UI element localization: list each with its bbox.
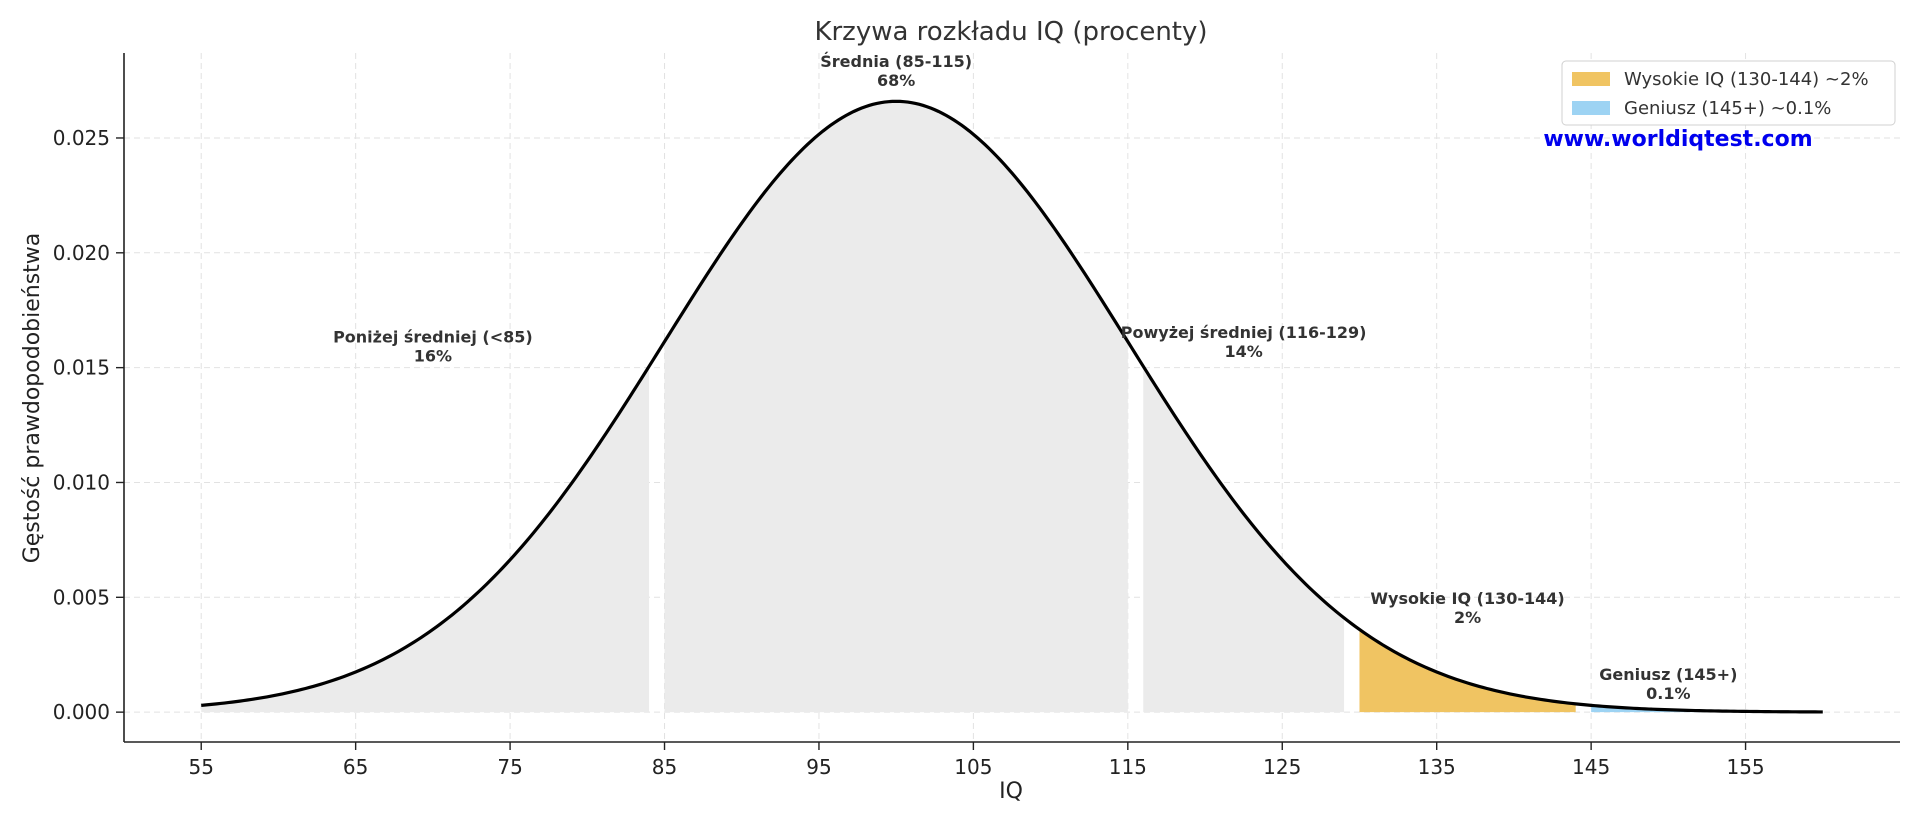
region-label-3: Wysokie IQ (130-144) — [1370, 589, 1564, 608]
legend-label-high-iq: Wysokie IQ (130-144) ~2% — [1624, 69, 1869, 90]
x-tick-label-55: 55 — [188, 755, 213, 779]
region-2 — [1143, 366, 1345, 713]
chart-title: Krzywa rozkładu IQ (procenty) — [814, 17, 1207, 47]
region-label-1: Średnia (85-115) — [820, 52, 972, 71]
x-axis-label: IQ — [999, 779, 1023, 804]
y-tick-label-1: 0.005 — [53, 585, 110, 609]
density-curve — [201, 99, 1823, 714]
x-tick-label-125: 125 — [1263, 755, 1301, 779]
legend-frame — [1561, 60, 1896, 126]
legend: Wysokie IQ (130-144) ~2% Geniusz (145+) … — [1561, 60, 1896, 126]
region-0 — [201, 366, 650, 713]
region-label-2: Powyżej średniej (116-129) — [1121, 323, 1367, 342]
x-tick-label-145: 145 — [1572, 755, 1610, 779]
y-tick-label-2: 0.010 — [53, 470, 110, 494]
region-annotations: Poniżej średniej (<85)16% Średnia (85-115… — [333, 52, 1737, 703]
y-tick-label-3: 0.015 — [53, 356, 110, 380]
region-3 — [1359, 629, 1576, 713]
watermark-url: www.worldiqtest.com — [1543, 127, 1812, 152]
y-tick-label-4: 0.020 — [53, 241, 110, 265]
y-ticks: 0.000 0.005 0.010 0.015 0.020 0.025 — [53, 126, 124, 724]
x-tick-label-75: 75 — [497, 755, 522, 779]
y-axis-label: Gęstość prawdopodobieństwa — [20, 233, 45, 564]
x-tick-label-95: 95 — [806, 755, 831, 779]
legend-label-genius: Geniusz (145+) ~0.1% — [1624, 98, 1831, 119]
legend-swatch-high-iq — [1572, 72, 1610, 86]
region-label-0: Poniżej średniej (<85) — [333, 327, 533, 346]
region-percent-0: 16% — [414, 346, 452, 365]
x-tick-label-65: 65 — [343, 755, 368, 779]
axes — [123, 53, 1900, 743]
region-percent-2: 14% — [1225, 342, 1263, 361]
x-tick-label-85: 85 — [652, 755, 677, 779]
x-ticks: 55 65 75 85 95 105 115 125 135 145 155 — [188, 742, 1765, 779]
legend-swatch-genius — [1572, 101, 1610, 115]
region-percent-3: 2% — [1454, 608, 1481, 627]
x-tick-label-155: 155 — [1726, 755, 1764, 779]
region-percent-4: 0.1% — [1646, 684, 1690, 703]
y-tick-label-0: 0.000 — [53, 700, 110, 724]
region-percent-1: 68% — [877, 71, 915, 90]
shaded-regions — [201, 101, 1823, 713]
x-tick-label-115: 115 — [1109, 755, 1147, 779]
y-tick-label-5: 0.025 — [53, 126, 110, 150]
region-1 — [664, 101, 1128, 713]
region-label-4: Geniusz (145+) — [1599, 665, 1737, 684]
x-tick-label-135: 135 — [1418, 755, 1456, 779]
x-tick-label-105: 105 — [954, 755, 992, 779]
